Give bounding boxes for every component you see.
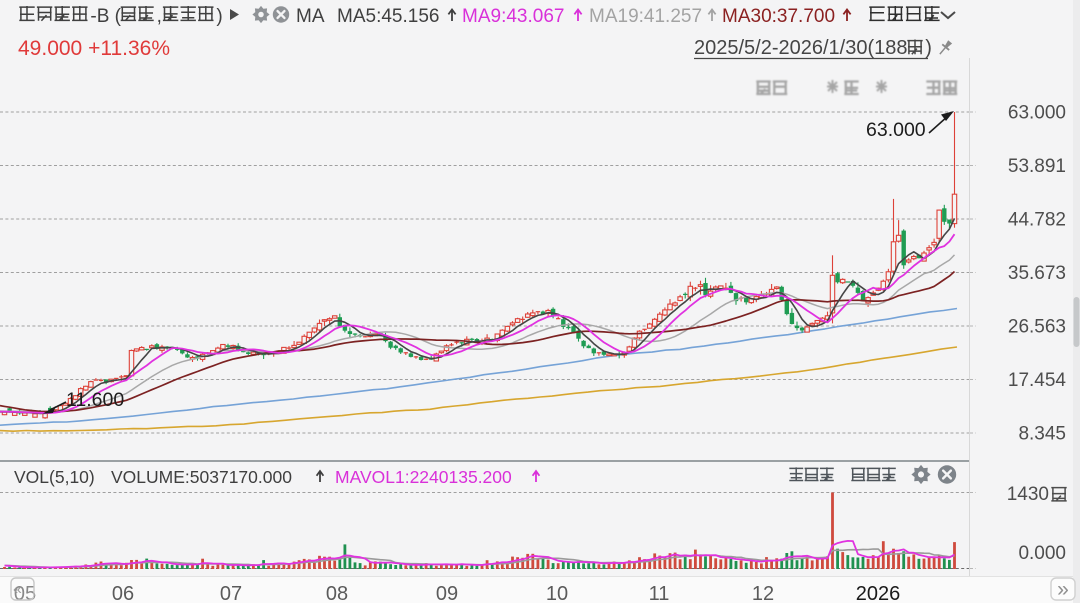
svg-text:,: , <box>157 6 162 27</box>
svg-text:MA5:45.156: MA5:45.156 <box>337 6 439 27</box>
svg-text:): ) <box>925 37 932 59</box>
svg-text:MA: MA <box>296 6 325 27</box>
svg-text:26.563: 26.563 <box>1008 317 1066 338</box>
svg-text:63.000: 63.000 <box>1008 103 1066 124</box>
svg-text:10: 10 <box>546 583 568 603</box>
svg-text:): ) <box>216 6 222 27</box>
svg-text:»: » <box>1057 578 1069 601</box>
svg-text:11.600: 11.600 <box>66 389 124 411</box>
svg-text:MAVOL1:2240135.200: MAVOL1:2240135.200 <box>335 467 512 487</box>
svg-text:53.891: 53.891 <box>1008 156 1066 177</box>
svg-text:35.673: 35.673 <box>1008 263 1066 284</box>
svg-text:0.000: 0.000 <box>1018 543 1066 564</box>
svg-text:-B (: -B ( <box>90 6 121 27</box>
svg-text:2025/5/2-2026/1/30(188: 2025/5/2-2026/1/30(188 <box>694 37 908 59</box>
svg-text:05: 05 <box>14 583 36 603</box>
svg-text:MA19:41.257: MA19:41.257 <box>589 6 702 27</box>
svg-text:44.782: 44.782 <box>1008 210 1066 231</box>
svg-text:8.345: 8.345 <box>1018 424 1066 445</box>
svg-text:12: 12 <box>752 583 774 603</box>
svg-text:VOL(5,10): VOL(5,10) <box>14 467 95 487</box>
svg-text:06: 06 <box>112 583 134 603</box>
svg-text:63.000: 63.000 <box>866 119 926 141</box>
svg-text:11: 11 <box>649 583 670 603</box>
svg-text:49.000 +11.36%: 49.000 +11.36% <box>18 37 170 60</box>
svg-text:1430: 1430 <box>1007 484 1049 505</box>
svg-text:«: « <box>13 581 22 598</box>
svg-text:08: 08 <box>326 583 348 603</box>
svg-text:07: 07 <box>220 583 242 603</box>
svg-text:09: 09 <box>436 583 458 603</box>
svg-text:MA9:43.067: MA9:43.067 <box>462 6 564 27</box>
svg-text:MA30:37.700: MA30:37.700 <box>722 6 835 27</box>
svg-text:2026: 2026 <box>856 583 901 603</box>
svg-text:VOLUME:5037170.000: VOLUME:5037170.000 <box>111 467 292 487</box>
svg-text:17.454: 17.454 <box>1008 370 1067 391</box>
